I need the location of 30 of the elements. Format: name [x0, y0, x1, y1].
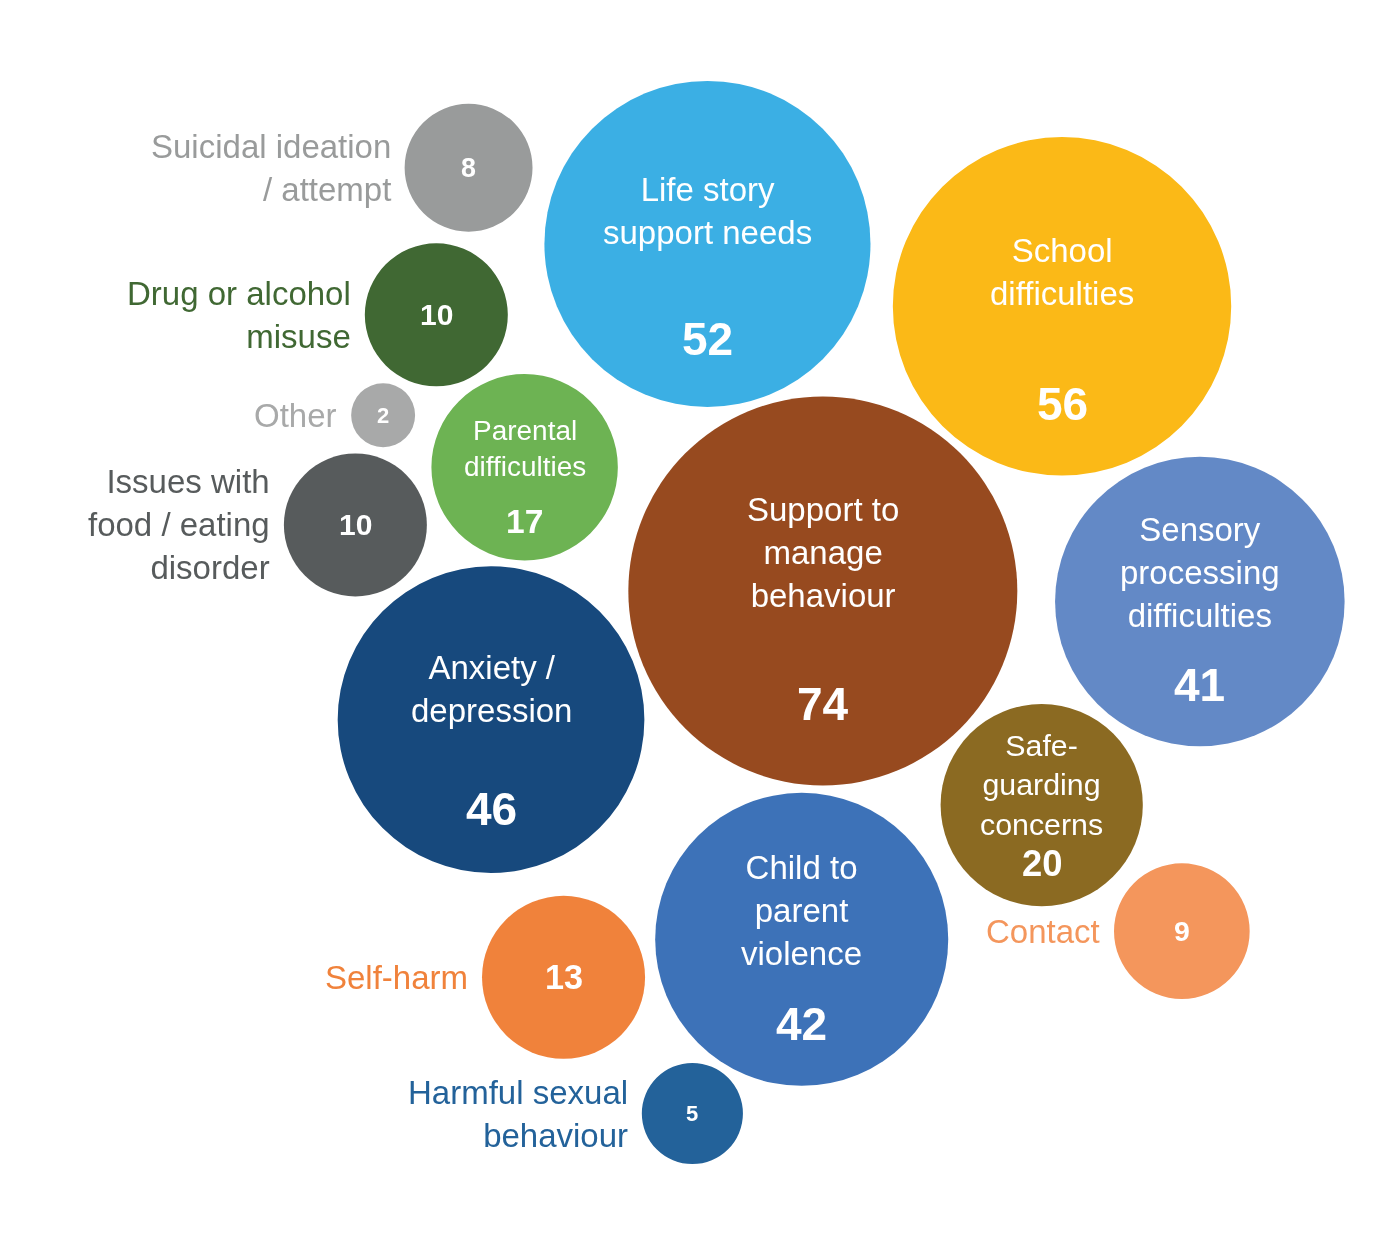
- data-label: 9: [1174, 915, 1190, 947]
- category-label: Child to parent violence: [741, 849, 863, 972]
- data-label: 2: [377, 403, 390, 428]
- data-label: 74: [797, 678, 849, 730]
- category-label: Self-harm: [325, 959, 469, 996]
- category-label: Other: [254, 397, 337, 434]
- category-label: Anxiety / depression: [411, 649, 573, 729]
- data-label: 42: [776, 998, 828, 1050]
- category-label: Contact: [986, 913, 1100, 950]
- category-label: Parental difficulties: [464, 415, 587, 483]
- data-label: 56: [1037, 378, 1089, 430]
- category-label: Support to manage behaviour: [747, 491, 900, 614]
- category-label: Drug or alcohol misuse: [127, 275, 351, 355]
- data-label: 46: [466, 783, 518, 835]
- data-label: 52: [682, 313, 734, 365]
- data-label: 5: [686, 1101, 699, 1126]
- category-label: Issues with food / eating disorder: [88, 463, 270, 586]
- category-label: School difficulties: [990, 232, 1135, 312]
- category-label: Suicidal ideation / attempt: [151, 128, 392, 208]
- data-label: 17: [506, 503, 544, 540]
- data-label: 10: [339, 508, 373, 541]
- category-label: Life story support needs: [603, 171, 813, 251]
- data-label: 8: [461, 153, 476, 183]
- data-label: 20: [1022, 843, 1063, 884]
- data-label: 13: [545, 958, 584, 996]
- category-label: Harmful sexual behaviour: [408, 1074, 629, 1154]
- category-label: Sensory processing difficulties: [1120, 511, 1280, 634]
- category-label: Safe- guarding concerns: [980, 729, 1104, 841]
- data-label: 41: [1174, 659, 1226, 711]
- data-label: 10: [420, 298, 454, 331]
